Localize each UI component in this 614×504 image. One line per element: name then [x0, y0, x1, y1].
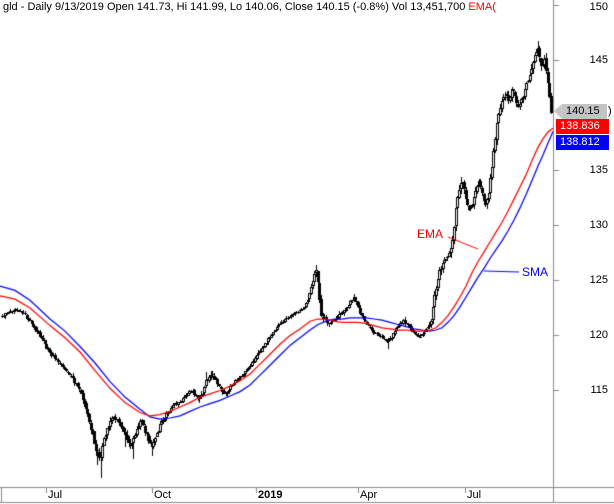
chart-title: gld - Daily 9/13/2019 Open 141.73, Hi 14…	[3, 1, 552, 15]
paren-artifact: )	[608, 105, 612, 117]
y-axis-tick-label: 120	[589, 329, 608, 341]
ema-value-callout: 138.836	[556, 119, 609, 134]
y-axis-tick-label: 130	[589, 219, 608, 231]
x-axis-tick-label: Jul	[467, 489, 482, 501]
indicator-label-text: EMA(	[468, 1, 496, 13]
quote-summary-text: gld - Daily 9/13/2019 Open 141.73, Hi 14…	[3, 1, 469, 13]
x-axis-tick-label: 2019	[258, 489, 283, 501]
y-axis-tick-label: 115	[590, 384, 608, 396]
x-axis-tick-label: Oct	[154, 489, 172, 501]
y-axis-tick-label: 135	[589, 164, 608, 176]
ema-annotation-label[interactable]: EMA	[417, 227, 444, 241]
y-axis-tick-label: 150	[589, 1, 608, 13]
x-axis-tick-label: Apr	[360, 489, 378, 501]
y-axis-tick-label: 145	[589, 54, 608, 66]
last-price-callout: 140.15	[562, 104, 607, 119]
y-axis-tick-label: 125	[589, 274, 608, 286]
sma-annotation-label[interactable]: SMA	[522, 265, 549, 279]
sma-value-callout: 138.812	[556, 135, 609, 150]
x-axis-tick-label: Jul	[48, 489, 63, 501]
